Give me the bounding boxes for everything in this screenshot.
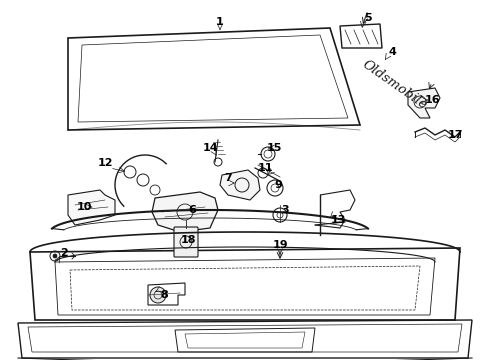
Text: 12: 12	[97, 158, 113, 168]
Polygon shape	[68, 190, 115, 225]
Text: 5: 5	[364, 13, 372, 23]
Text: 8: 8	[160, 290, 168, 300]
Text: 15: 15	[266, 143, 282, 153]
Circle shape	[150, 287, 166, 303]
Text: 1: 1	[216, 17, 224, 27]
Text: 11: 11	[257, 163, 273, 173]
FancyBboxPatch shape	[174, 227, 198, 257]
Polygon shape	[152, 192, 218, 232]
Text: 10: 10	[76, 202, 92, 212]
Text: 14: 14	[202, 143, 218, 153]
Text: 13: 13	[330, 215, 345, 225]
Text: Oldsmobile: Oldsmobile	[360, 58, 430, 112]
Text: 19: 19	[272, 240, 288, 250]
Text: 17: 17	[447, 130, 463, 140]
Text: 9: 9	[274, 180, 282, 190]
Text: 6: 6	[188, 205, 196, 215]
Text: 18: 18	[180, 235, 196, 245]
Text: 3: 3	[281, 205, 289, 215]
Text: 4: 4	[388, 47, 396, 57]
Polygon shape	[220, 170, 260, 200]
Circle shape	[53, 254, 57, 258]
Text: 2: 2	[60, 248, 68, 258]
Text: 7: 7	[224, 173, 232, 183]
Text: 16: 16	[424, 95, 440, 105]
Polygon shape	[408, 88, 440, 118]
